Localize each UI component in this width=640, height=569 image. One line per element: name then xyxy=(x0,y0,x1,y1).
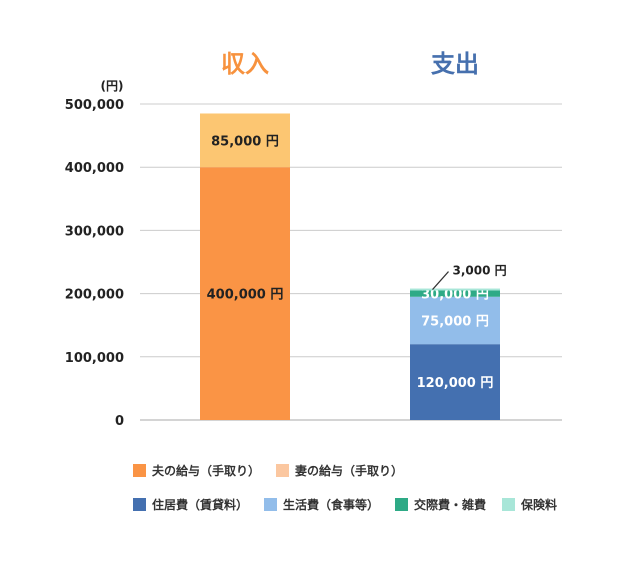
legend-item: 夫の給与（手取り） xyxy=(133,462,260,479)
legend-swatch xyxy=(395,498,409,511)
category-title: 収入 xyxy=(221,50,269,78)
legend-swatch xyxy=(133,498,146,511)
data-label: 400,000 円 xyxy=(207,288,284,303)
y-tick-label: 400,000 xyxy=(65,161,124,176)
data-label: 30,000 円 xyxy=(421,288,489,303)
bar-segment xyxy=(410,296,500,345)
legend-income: 夫の給与（手取り） 妻の給与（手取り） xyxy=(133,462,403,479)
y-tick-label: 200,000 xyxy=(65,288,124,303)
legend-item: 交際費・雑費 xyxy=(395,496,486,513)
y-tick-label: 500,000 xyxy=(65,98,124,113)
legend-item: 住居費（賃貸料） xyxy=(133,496,248,513)
legend-swatch xyxy=(133,464,146,477)
legend-swatch xyxy=(276,464,290,477)
bar-segment xyxy=(410,290,500,297)
legend-label: 住居費（賃貸料） xyxy=(152,498,249,512)
y-tick-label: 0 xyxy=(115,414,124,429)
legend-item: 保険料 xyxy=(502,496,557,513)
legend-item: 生活費（食事等） xyxy=(264,496,379,513)
legend-swatch xyxy=(502,498,516,511)
legend-label: 生活費（食事等） xyxy=(283,498,380,512)
y-tick-label: 100,000 xyxy=(65,351,124,366)
legend-item: 妻の給与（手取り） xyxy=(276,462,403,479)
bar-segment xyxy=(200,113,290,168)
callout-line xyxy=(432,271,449,290)
category-title: 支出 xyxy=(431,50,479,78)
bar-segment xyxy=(200,167,290,420)
data-label: 85,000 円 xyxy=(211,134,279,149)
y-unit-label: (円) xyxy=(101,79,124,93)
data-label: 75,000 円 xyxy=(421,314,489,329)
data-label: 3,000 円 xyxy=(453,264,507,278)
legend-expense: 住居費（賃貸料） 生活費（食事等） 交際費・雑費 保険料 xyxy=(133,496,557,513)
legend-label: 交際費・雑費 xyxy=(414,498,487,512)
bar-segment xyxy=(410,344,500,420)
data-label: 120,000 円 xyxy=(417,376,494,391)
legend-label: 妻の給与（手取り） xyxy=(295,464,404,478)
legend-label: 保険料 xyxy=(521,498,558,512)
y-tick-label: 300,000 xyxy=(65,224,124,239)
bar-segment xyxy=(410,288,500,291)
legend-swatch xyxy=(264,498,278,511)
legend-label: 夫の給与（手取り） xyxy=(152,464,261,478)
